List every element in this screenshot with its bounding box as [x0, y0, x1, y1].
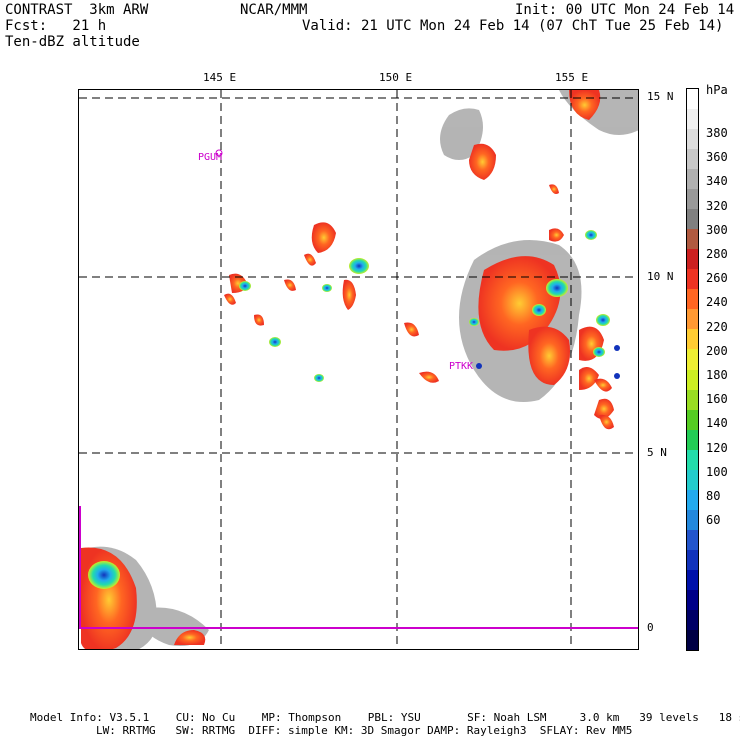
colorbar-segment — [687, 629, 698, 651]
colorbar-segment — [687, 189, 698, 210]
colorbar-label: 200 — [706, 343, 728, 358]
colorbar-label: 280 — [706, 247, 728, 261]
model-title: CONTRAST 3km ARW — [5, 2, 149, 18]
colorbar-segment — [687, 209, 698, 230]
colorbar-segment — [687, 249, 698, 270]
lon-label-150: 150 E — [379, 71, 413, 84]
colorbar — [686, 88, 699, 651]
forecast-hour: Fcst: 21 h — [5, 18, 107, 34]
colorbar-segment — [687, 329, 698, 350]
colorbar-label: 220 — [706, 319, 728, 334]
colorbar-segment — [687, 229, 698, 250]
colorbar-segment — [687, 369, 698, 391]
colorbar-segment — [687, 269, 698, 290]
colorbar-segment — [687, 609, 698, 631]
station-marker-pgum — [215, 149, 223, 157]
colorbar-label: 60 — [706, 513, 721, 528]
equator-line — [79, 506, 638, 629]
colorbar-label: 160 — [706, 392, 728, 407]
colorbar-segment — [687, 429, 698, 451]
colorbar-label: 340 — [706, 174, 728, 189]
model-info-line2: LW: RRTMG SW: RRTMG DIFF: simple KM: 3D … — [96, 724, 633, 737]
colorbar-segment — [687, 309, 698, 330]
colorbar-label: 320 — [706, 198, 728, 213]
colorbar-segment — [687, 149, 698, 170]
colorbar-label: 80 — [706, 489, 721, 503]
colorbar-label: 100 — [706, 464, 728, 479]
model-info-line1: Model Info: V3.5.1 CU: No Cu MP: Thompso… — [30, 711, 740, 724]
colorbar-segment — [687, 469, 698, 491]
colorbar-segment — [687, 129, 698, 150]
lat-lon-grid — [79, 90, 638, 649]
map-panel — [78, 89, 639, 650]
colorbar-label: 380 — [706, 126, 728, 140]
colorbar-segment — [687, 529, 698, 551]
lat-label-5n: 5 N — [647, 446, 667, 459]
colorbar-segment — [687, 389, 698, 411]
colorbar-segment — [687, 289, 698, 310]
convective-cells — [81, 90, 614, 649]
colorbar-label: 120 — [706, 440, 728, 455]
init-time: Init: 00 UTC Mon 24 Feb 14 — [515, 2, 735, 18]
deep-convective-cores — [88, 230, 620, 589]
colorbar-segment — [687, 349, 698, 370]
colorbar-label: 360 — [706, 150, 728, 165]
station-label-ptkk: PTKK — [449, 361, 474, 372]
station-label-pgum: PGUM — [198, 152, 223, 163]
colorbar-label: 240 — [706, 295, 728, 310]
map-canvas — [79, 90, 638, 649]
colorbar-segment — [687, 409, 698, 431]
colorbar-segment — [687, 489, 698, 511]
colorbar-label: 300 — [706, 222, 728, 237]
lat-label-15n: 15 N — [647, 90, 674, 103]
valid-time: Valid: 21 UTC Mon 24 Feb 14 (07 ChT Tue … — [302, 18, 724, 34]
lat-label-10n: 10 N — [647, 270, 674, 283]
colorbar-segment — [687, 589, 698, 611]
colorbar-segment — [687, 569, 698, 591]
lon-label-145: 145 E — [203, 71, 237, 84]
field-name: Ten-dBZ altitude — [5, 34, 140, 50]
colorbar-segment — [687, 449, 698, 471]
colorbar-label: 140 — [706, 416, 728, 431]
colorbar-segment — [687, 169, 698, 190]
center-label: NCAR/MMM — [240, 2, 308, 18]
colorbar-label: 260 — [706, 271, 728, 286]
colorbar-label: 180 — [706, 368, 728, 382]
colorbar-unit: hPa — [706, 83, 728, 97]
colorbar-segment — [687, 109, 698, 130]
colorbar-segment — [687, 89, 698, 110]
lon-label-155: 155 E — [555, 71, 589, 84]
lat-label-equator: 0 — [647, 621, 654, 634]
colorbar-segment — [687, 549, 698, 571]
colorbar-segment — [687, 509, 698, 531]
